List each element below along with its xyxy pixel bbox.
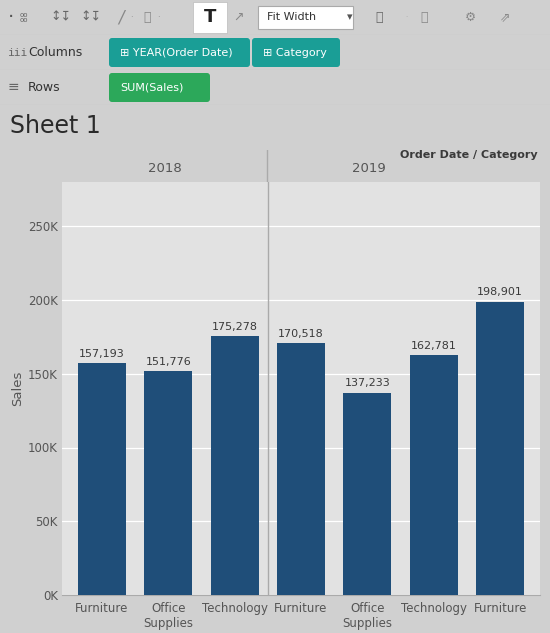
Text: ≡: ≡ xyxy=(8,80,20,94)
Text: ⇗: ⇗ xyxy=(500,11,510,24)
Text: ↗: ↗ xyxy=(233,11,244,24)
Text: 198,901: 198,901 xyxy=(477,287,523,298)
Bar xyxy=(410,355,458,595)
Text: Sheet 1: Sheet 1 xyxy=(10,114,101,138)
Text: ⊞ Category: ⊞ Category xyxy=(263,47,327,58)
Text: ·: · xyxy=(130,13,133,22)
Text: T: T xyxy=(204,8,216,27)
FancyBboxPatch shape xyxy=(258,6,353,29)
Text: 2018: 2018 xyxy=(147,161,182,175)
Text: 137,233: 137,233 xyxy=(344,379,390,389)
FancyBboxPatch shape xyxy=(252,38,340,67)
Y-axis label: Sales: Sales xyxy=(11,371,24,406)
Text: 157,193: 157,193 xyxy=(79,349,125,359)
Text: Fit Width: Fit Width xyxy=(267,13,317,23)
Text: 175,278: 175,278 xyxy=(212,322,257,332)
Text: ⬜: ⬜ xyxy=(420,11,427,24)
Text: 2019: 2019 xyxy=(353,161,386,175)
Text: ·: · xyxy=(8,8,14,27)
Bar xyxy=(277,344,325,595)
Text: ⊞ YEAR(Order Date): ⊞ YEAR(Order Date) xyxy=(120,47,233,58)
Text: /: / xyxy=(118,8,124,27)
Bar xyxy=(476,301,524,595)
Bar xyxy=(78,363,126,595)
Text: SUM(Sales): SUM(Sales) xyxy=(120,82,183,92)
Text: 151,776: 151,776 xyxy=(145,357,191,367)
Text: ·: · xyxy=(157,13,160,22)
Text: ·: · xyxy=(405,15,407,20)
FancyBboxPatch shape xyxy=(109,73,210,102)
Text: 170,518: 170,518 xyxy=(278,329,324,339)
Bar xyxy=(211,337,258,595)
Text: ↕↧: ↕↧ xyxy=(80,11,101,24)
Text: Columns: Columns xyxy=(28,46,82,59)
Bar xyxy=(144,371,192,595)
Text: 🖇: 🖇 xyxy=(143,11,151,24)
Text: ▾: ▾ xyxy=(347,13,353,23)
Text: iii: iii xyxy=(8,47,28,58)
Text: oo
oo: oo oo xyxy=(20,12,29,23)
Bar xyxy=(344,392,391,595)
FancyBboxPatch shape xyxy=(193,2,227,33)
Text: ⚙: ⚙ xyxy=(465,11,476,24)
Text: ↕↧: ↕↧ xyxy=(50,11,71,24)
Text: 📊: 📊 xyxy=(375,11,382,24)
Text: Order Date / Category: Order Date / Category xyxy=(400,150,538,160)
Text: 162,781: 162,781 xyxy=(411,341,456,351)
FancyBboxPatch shape xyxy=(109,38,250,67)
Text: Rows: Rows xyxy=(28,81,60,94)
